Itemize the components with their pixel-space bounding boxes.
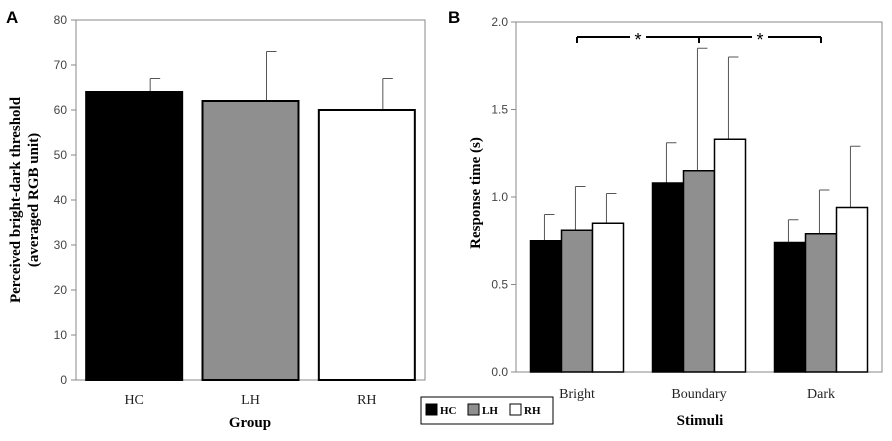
panel-a-y-tick-label: 40 — [54, 193, 68, 207]
panel-b-y-title: Response time (s) — [468, 137, 484, 249]
legend-swatch-lh — [467, 403, 480, 416]
panel-b-bar-bright-rh — [591, 222, 625, 373]
panel-a-y-tick-label: 50 — [54, 148, 68, 162]
significance-star: * — [634, 30, 641, 50]
panel-b-significance: * * — [576, 30, 822, 50]
panel-b-bar-boundary-lh — [682, 170, 716, 373]
panel-a-y-tick-label: 30 — [54, 238, 68, 252]
panel-a-category-label: LH — [241, 393, 260, 408]
panel-b-category-labels: Bright Boundary Dark — [559, 387, 835, 402]
panel-b-bar-bright-lh — [560, 229, 594, 373]
panel-b-y-ticks: 0.0 0.5 1.0 1.5 2.0 — [491, 15, 516, 379]
panel-b-x-title: Stimuli — [677, 413, 724, 429]
panel-a-y-tick-label: 20 — [54, 283, 68, 297]
panel-b-y-tick-label: 1.5 — [491, 103, 508, 117]
panel-a-y-tick-label: 0 — [60, 373, 67, 387]
panel-b-y-tick-label: 1.0 — [491, 190, 508, 204]
panel-a-y-tick-label: 70 — [54, 58, 68, 72]
panel-b-bar-boundary-rh — [713, 138, 747, 373]
panel-a-bar-lh — [201, 100, 300, 381]
panel-b-bar-dark-hc — [773, 241, 807, 373]
panel-b-letter: B — [448, 8, 460, 27]
panel-b-category-label: Boundary — [671, 387, 726, 402]
panel-a-bar-rh — [317, 109, 416, 381]
panel-a-y-title-line1: Perceived bright-dark threshold — [8, 96, 24, 303]
panel-b-bar-bright-hc — [529, 240, 563, 373]
panel-a-bars — [85, 51, 416, 381]
panel-b-category-label: Dark — [807, 387, 835, 402]
panel-b-bars — [529, 47, 869, 373]
panel-a-x-title: Group — [229, 415, 271, 431]
panel-a-y-tick-label: 10 — [54, 328, 68, 342]
legend-label-lh: LH — [482, 405, 498, 417]
panel-b-bar-dark-lh — [804, 233, 838, 373]
panel-b-category-label: Bright — [559, 387, 595, 402]
panel-a-y-tick-label: 60 — [54, 103, 68, 117]
panel-a-bar-hc — [85, 91, 184, 381]
panel-b-legend: HC LH RH — [420, 396, 554, 425]
panel-b-y-tick-label: 0.5 — [491, 278, 508, 292]
panel-a-y-tick-label: 80 — [54, 13, 68, 27]
panel-b-bar-dark-rh — [835, 206, 869, 373]
panel-b-y-tick-label: 0.0 — [491, 365, 508, 379]
legend-label-rh: RH — [524, 405, 541, 417]
panel-a-letter: A — [6, 8, 18, 27]
legend-label-hc: HC — [440, 405, 457, 417]
legend-swatch-rh — [509, 403, 522, 416]
panel-a-category-label: HC — [124, 393, 143, 408]
panel-a-category-labels: HC LH RH — [124, 393, 376, 408]
legend-box — [420, 396, 554, 425]
panel-b-bar-boundary-hc — [651, 182, 685, 373]
significance-star: * — [756, 30, 763, 50]
panel-a-y-ticks: 0 10 20 30 40 50 60 70 80 — [54, 13, 76, 387]
panel-a-y-title-line2: (averaged RGB unit) — [26, 133, 42, 267]
panel-b-y-tick-label: 2.0 — [491, 15, 508, 29]
legend-swatch-hc — [425, 403, 438, 416]
panel-a-category-label: RH — [357, 393, 376, 408]
